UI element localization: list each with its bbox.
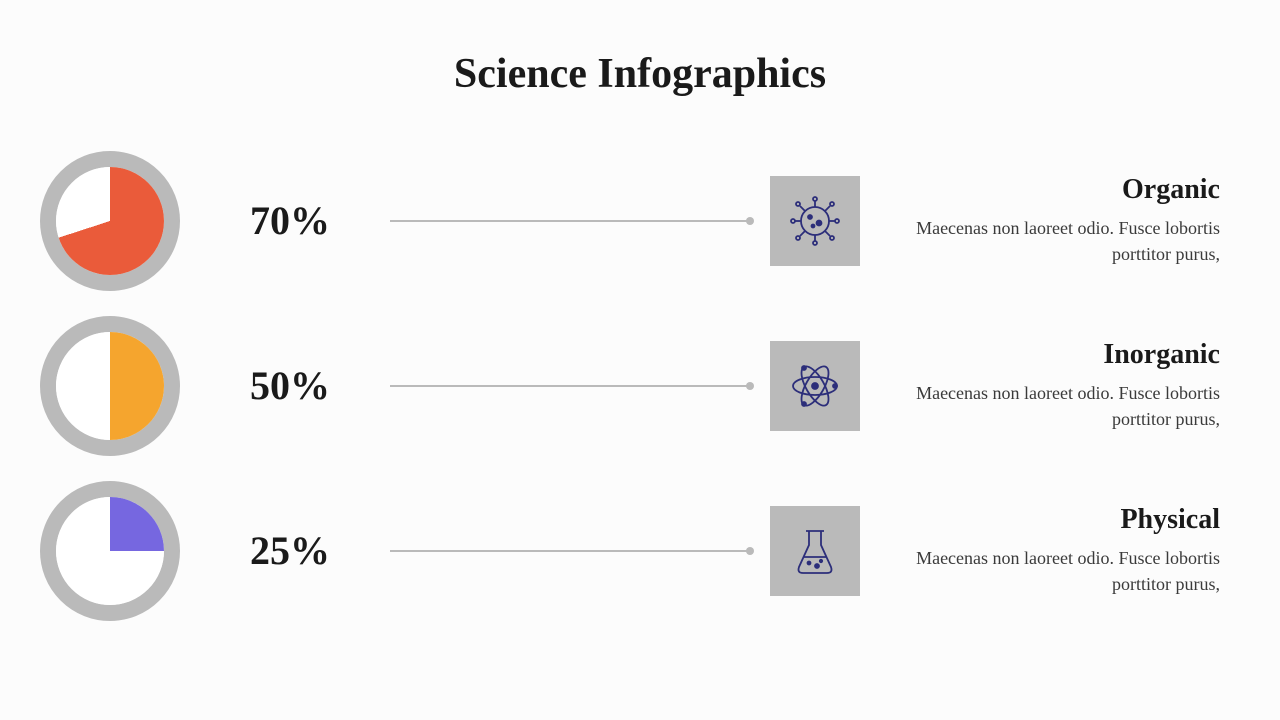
item-desc: Maecenas non laoreet odio. Fusce loborti… — [900, 546, 1220, 596]
row-physical: 25% Physical Maecenas non laoreet odio. … — [0, 468, 1280, 633]
connector-line — [390, 385, 750, 387]
item-desc: Maecenas non laoreet odio. Fusce loborti… — [900, 381, 1220, 431]
pie-slice — [56, 167, 164, 275]
text-block: Inorganic Maecenas non laoreet odio. Fus… — [900, 339, 1220, 431]
connector-line — [390, 220, 750, 222]
virus-icon — [787, 193, 843, 249]
page-title: Science Infographics — [0, 0, 1280, 138]
pie-organic — [40, 151, 180, 291]
icon-box — [770, 506, 860, 596]
item-title: Physical — [900, 504, 1220, 536]
text-block: Physical Maecenas non laoreet odio. Fusc… — [900, 504, 1220, 596]
pie-slice — [56, 332, 164, 440]
percent-label: 50% — [250, 362, 370, 409]
connector-line — [390, 550, 750, 552]
pie-physical — [40, 481, 180, 621]
percent-label: 25% — [250, 527, 370, 574]
icon-box — [770, 341, 860, 431]
percent-label: 70% — [250, 197, 370, 244]
text-block: Organic Maecenas non laoreet odio. Fusce… — [900, 174, 1220, 266]
row-organic: 70% Organic Maecenas non laoreet odio. F… — [0, 138, 1280, 303]
row-inorganic: 50% Inorganic Maecenas non laoreet odio.… — [0, 303, 1280, 468]
atom-icon — [787, 358, 843, 414]
pie-inorganic — [40, 316, 180, 456]
pie-slice — [56, 497, 164, 605]
item-title: Inorganic — [900, 339, 1220, 371]
item-desc: Maecenas non laoreet odio. Fusce loborti… — [900, 216, 1220, 266]
flask-icon — [787, 523, 843, 579]
item-title: Organic — [900, 174, 1220, 206]
icon-box — [770, 176, 860, 266]
